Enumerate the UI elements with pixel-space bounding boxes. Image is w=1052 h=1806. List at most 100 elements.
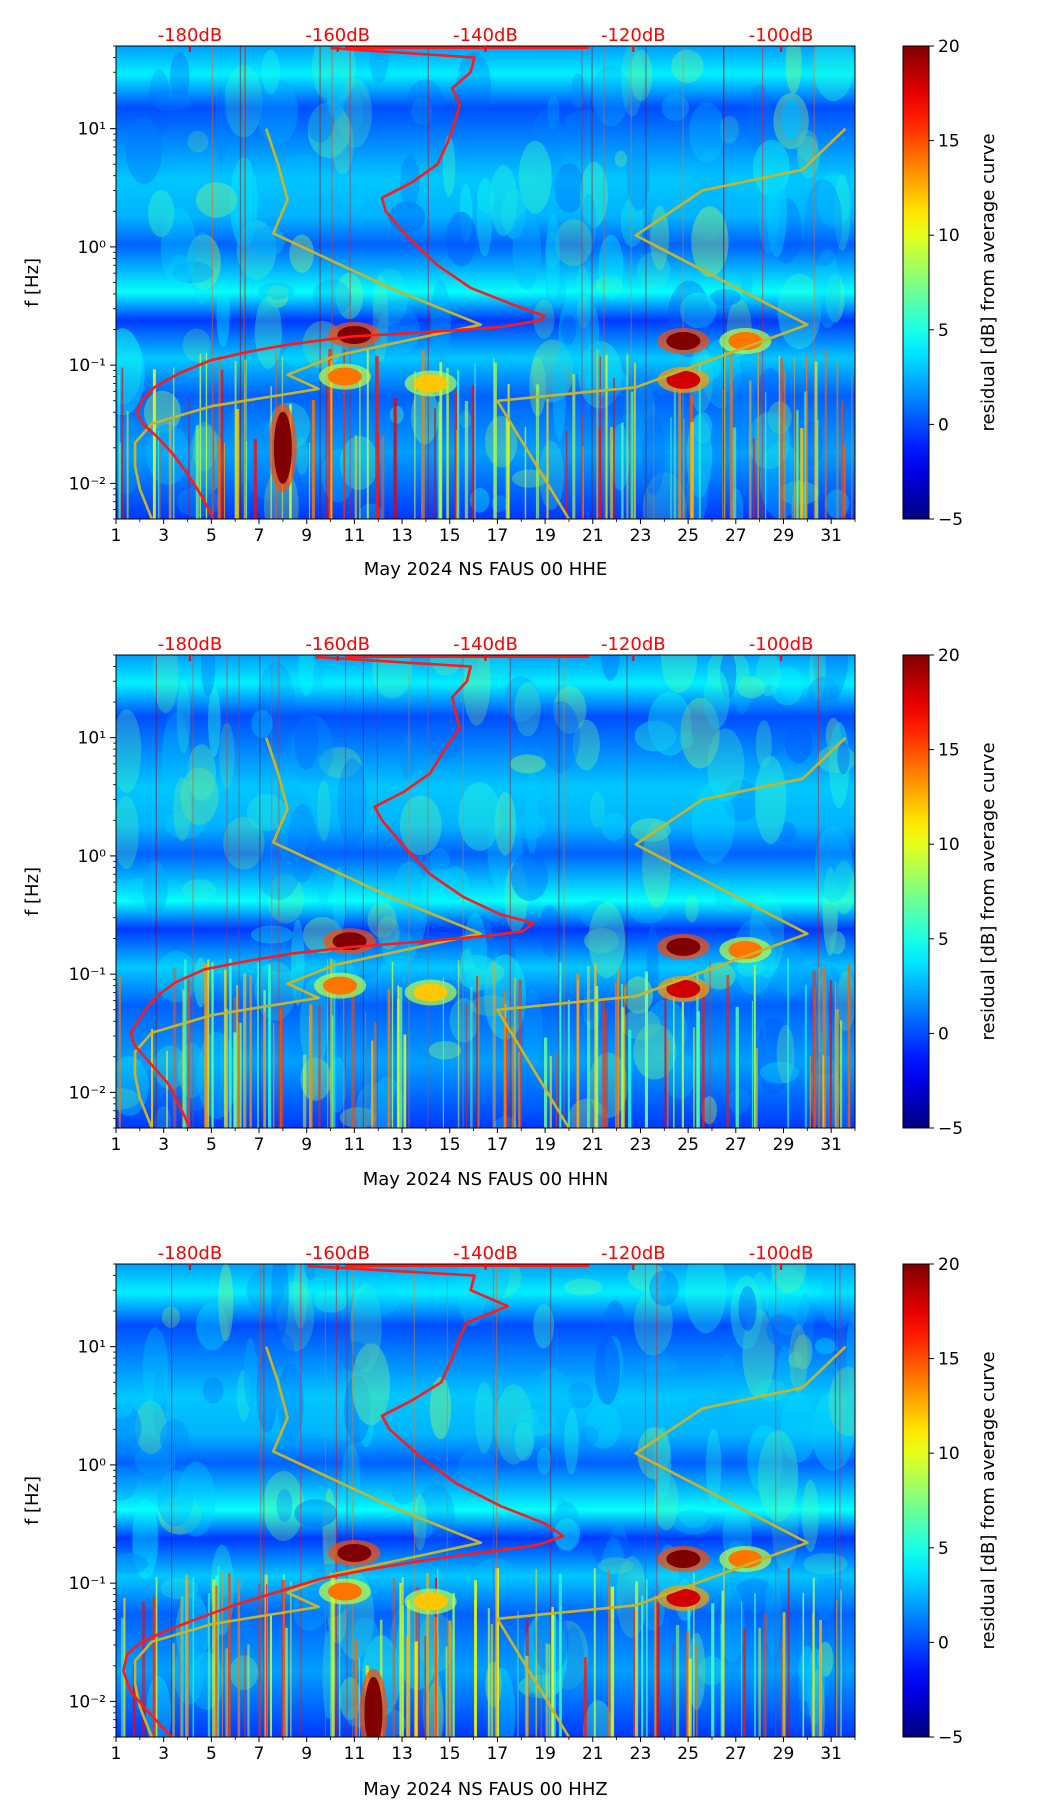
spectrogram-blob — [307, 102, 351, 158]
streak — [392, 1578, 396, 1737]
streak — [602, 997, 605, 1128]
spectrogram-blob — [820, 1264, 855, 1329]
spectrogram-blob — [456, 51, 492, 120]
spectrogram-blob — [429, 1376, 452, 1440]
spectrogram-blob — [797, 135, 820, 178]
streak — [217, 1566, 220, 1737]
spectrogram-blob — [276, 1281, 315, 1352]
spectrogram-blob — [803, 1553, 848, 1575]
streak — [819, 1619, 822, 1737]
spectrogram-blob — [703, 669, 730, 729]
spectrogram-blob — [514, 1421, 534, 1461]
spectrogram-blob — [277, 1363, 304, 1444]
x-tick-label: 15 — [439, 1135, 461, 1155]
spectrogram-blob — [564, 110, 603, 135]
streak — [720, 1623, 722, 1737]
spectrogram-blob — [518, 140, 552, 214]
spectrogram-blob — [218, 1264, 234, 1342]
spectrogram-blob — [779, 481, 819, 506]
x-tick-label: 29 — [773, 1744, 795, 1764]
spectrogram-blob — [804, 178, 843, 267]
y-axis: 10⁻² 10⁻¹ 10⁰ 10¹ f [Hz] — [22, 1263, 116, 1738]
spectrogram-blob — [685, 894, 699, 923]
streak — [207, 1593, 211, 1737]
spectrogram-blob — [661, 94, 689, 121]
spectrogram-blob — [343, 1375, 371, 1444]
streak — [741, 1601, 743, 1737]
spectrogram-blob — [710, 415, 733, 460]
spectrogram-blob — [780, 1393, 817, 1463]
spectrogram-blob — [182, 328, 211, 362]
streak — [816, 420, 819, 519]
spectrogram-blob — [474, 1381, 494, 1454]
spectrogram-blob — [598, 1557, 633, 1574]
streak — [512, 1026, 514, 1128]
spectrogram-blob — [553, 686, 587, 734]
spectrogram-blob — [777, 1699, 817, 1730]
noise-curve — [122, 1264, 565, 1737]
hotspot — [337, 325, 372, 344]
spectrogram-blob — [691, 206, 729, 277]
spectrogram-blob — [647, 691, 692, 756]
spectrogram-blob — [598, 234, 624, 300]
spectrogram-blob — [350, 1283, 382, 1373]
streak — [822, 1055, 825, 1128]
spectrogram-blob — [671, 49, 704, 83]
streak — [182, 1027, 184, 1128]
spectrogram-blob — [458, 782, 501, 851]
streak — [751, 1000, 753, 1128]
low-frequency-streaks — [118, 655, 851, 1128]
streak — [192, 1577, 195, 1737]
y-axis-label: f [Hz] — [22, 867, 43, 916]
spectrogram-blob — [561, 1626, 585, 1702]
spectrogram-blob — [377, 916, 400, 950]
streak — [235, 409, 240, 519]
x-tick-label: 25 — [677, 1135, 699, 1155]
streak — [426, 1572, 429, 1737]
spectrogram-blob — [317, 862, 331, 908]
spectrogram-blob — [251, 1328, 295, 1371]
streak — [709, 959, 711, 1128]
colorbar-tick-label: 0 — [938, 1024, 949, 1044]
streak — [581, 46, 583, 519]
colorbar: −5 0 5 10 15 20 residual [dB] from average cur… — [902, 37, 999, 530]
spectrogram-blob — [215, 90, 228, 164]
spectrogram-blob — [116, 709, 142, 793]
streak — [775, 1264, 777, 1737]
streak — [397, 985, 400, 1128]
y-tick-label: 10⁰ — [78, 847, 107, 867]
streak — [492, 961, 496, 1128]
y-tick-label: 10⁰ — [78, 1456, 107, 1476]
streak — [757, 351, 759, 519]
spectrogram-blob — [608, 1521, 630, 1608]
streak — [621, 1007, 625, 1128]
y-tick-label: 10⁻¹ — [69, 1574, 106, 1594]
streak — [237, 987, 240, 1128]
spectrogram-blob — [305, 96, 335, 143]
spectrogram-blob — [580, 193, 597, 255]
spectrogram-blob — [257, 78, 298, 145]
streak — [763, 1613, 767, 1737]
spectrogram-blob — [679, 730, 693, 749]
streak — [371, 1040, 374, 1128]
streak — [780, 357, 783, 519]
streak — [442, 977, 444, 1128]
colorbar-scale — [902, 45, 930, 520]
streak — [513, 977, 516, 1128]
streak — [755, 1048, 758, 1128]
spectrogram-blob — [372, 655, 412, 699]
colorbar-tick-label: −5 — [938, 1119, 963, 1139]
streak — [558, 1573, 562, 1737]
y-axis-label: f [Hz] — [22, 1476, 43, 1525]
streak — [783, 370, 786, 519]
streak — [507, 383, 510, 519]
spectrogram-blob — [496, 1090, 520, 1128]
spectrogram-blob — [153, 1045, 188, 1090]
streak — [452, 1593, 455, 1737]
y-tick-label: 10⁻¹ — [69, 965, 106, 985]
spectrogram-blob — [299, 978, 329, 1070]
spectrogram-blob — [771, 666, 804, 706]
streak — [608, 1570, 610, 1737]
spectrogram-blob — [583, 1700, 614, 1737]
